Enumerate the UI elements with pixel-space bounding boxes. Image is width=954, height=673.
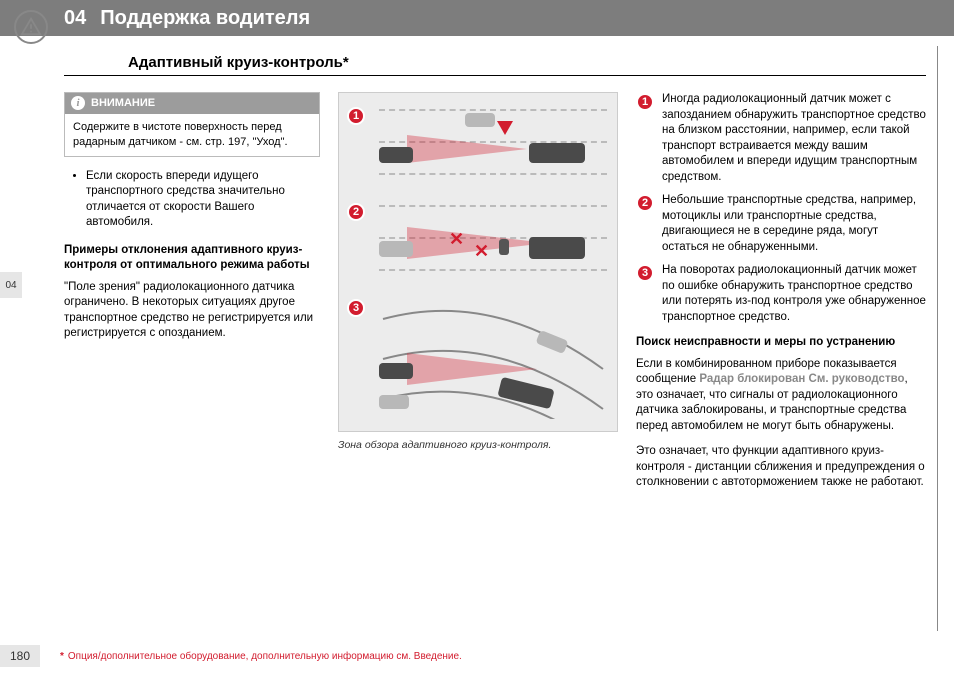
numbered-item: 1 Иногда радиолокационный датчик может с… [636, 92, 926, 185]
info-icon: i [71, 96, 85, 110]
bullet-list: Если скорость впереди идущего транспортн… [64, 169, 320, 231]
bold-paragraph: Примеры отклонения адаптивного круиз-кон… [64, 243, 320, 274]
attention-note: i ВНИМАНИЕ Содержите в чистоте поверхнос… [64, 92, 320, 157]
right-margin-rule [937, 46, 938, 631]
message-text: Радар блокирован См. руководство [699, 373, 904, 385]
subsection-heading: Поиск неисправности и меры по устранению [636, 335, 926, 351]
figure-badge-1: 1 [347, 107, 365, 125]
paragraph: Если в комбинированном приборе показывае… [636, 357, 926, 435]
other-car-icon [379, 395, 409, 409]
chapter-header: 04 Поддержка водителя [0, 0, 954, 36]
scene-3 [379, 299, 607, 419]
arrow-down-icon [497, 121, 513, 135]
column-right: 1 Иногда радиолокационный датчик может с… [636, 92, 926, 501]
page-number: 180 [0, 645, 40, 667]
own-car-icon [379, 147, 413, 163]
item-text: Иногда радиолокационный датчик может с з… [662, 92, 926, 185]
page-footer: 180 * Опция/дополнительное оборудование,… [0, 645, 954, 667]
scene-2: ✕ ✕ [379, 203, 607, 273]
diagram-figure: 1 2 3 ✕ ✕ [338, 92, 618, 432]
chapter-title: Поддержка водителя [100, 7, 310, 30]
column-left: i ВНИМАНИЕ Содержите в чистоте поверхнос… [64, 92, 320, 501]
lane-line [379, 173, 607, 175]
item-text: На поворотах радиолокационный датчик мож… [662, 263, 926, 325]
figure-badge-3: 3 [347, 299, 365, 317]
footnote-text: Опция/дополнительное оборудование, допол… [68, 651, 462, 662]
other-car-icon [465, 113, 495, 127]
column-middle: 1 2 3 ✕ ✕ [338, 92, 618, 501]
numbered-list: 1 Иногда радиолокационный датчик может с… [636, 92, 926, 325]
lane-line [379, 269, 607, 271]
own-car-icon [379, 363, 413, 379]
figure-badge-2: 2 [347, 203, 365, 221]
lane-line [379, 205, 607, 207]
truck-icon [529, 143, 585, 163]
motorcycle-icon [499, 239, 509, 255]
radar-cone-icon [407, 135, 527, 163]
item-badge: 3 [636, 264, 654, 282]
lane-line [379, 109, 607, 111]
x-mark-icon: ✕ [449, 227, 464, 251]
section-subtitle: Адаптивный круиз-контроль* [64, 36, 926, 76]
x-mark-icon: ✕ [474, 239, 489, 263]
figure-caption: Зона обзора адаптивного круиз-контроля. [338, 438, 618, 452]
content-columns: i ВНИМАНИЕ Содержите в чистоте поверхнос… [0, 76, 954, 501]
note-heading: ВНИМАНИЕ [91, 96, 155, 111]
numbered-item: 3 На поворотах радиолокационный датчик м… [636, 263, 926, 325]
note-heading-row: i ВНИМАНИЕ [65, 93, 319, 114]
warning-triangle-icon [14, 10, 48, 44]
side-chapter-tab: 04 [0, 272, 22, 298]
note-body: Содержите в чистоте поверхность перед ра… [65, 114, 319, 156]
footnote-star: * [60, 651, 64, 662]
own-car-icon [379, 241, 413, 257]
item-badge: 2 [636, 194, 654, 212]
scene-1 [379, 107, 607, 177]
item-badge: 1 [636, 93, 654, 111]
chapter-number: 04 [64, 7, 86, 30]
item-text: Небольшие транспортные средства, наприме… [662, 193, 926, 255]
paragraph: Это означает, что функции адаптивного кр… [636, 444, 926, 491]
paragraph: "Поле зрения" радиолокационного датчика … [64, 280, 320, 342]
numbered-item: 2 Небольшие транспортные средства, напри… [636, 193, 926, 255]
truck-icon [529, 237, 585, 259]
bullet-item: Если скорость впереди идущего транспортн… [86, 169, 320, 231]
